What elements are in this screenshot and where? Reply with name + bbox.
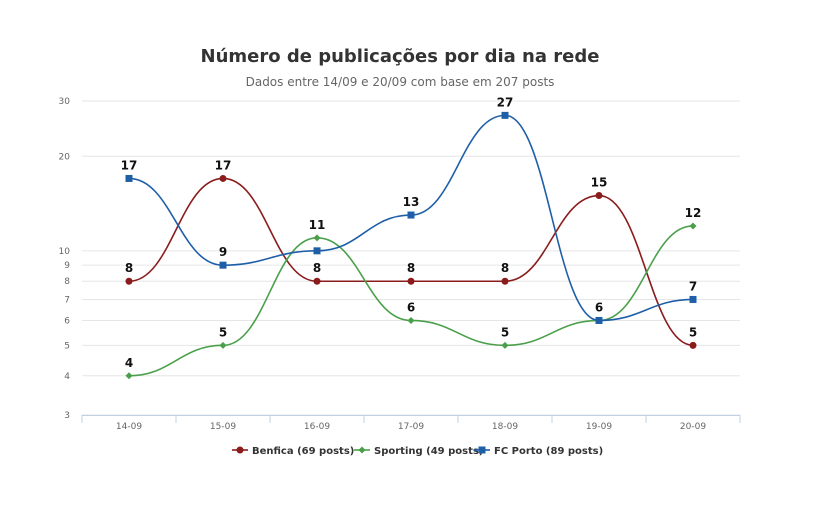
legend-marker (478, 446, 486, 454)
data-point-2 (407, 211, 415, 219)
y-tick-label: 7 (64, 295, 70, 305)
x-tick-label: 14-09 (116, 422, 142, 432)
data-label: 12 (685, 206, 702, 220)
data-point-1 (313, 234, 321, 242)
y-tick-label: 9 (64, 261, 70, 271)
data-point-2 (219, 261, 227, 269)
legend-item[interactable]: Sporting (49 posts) (354, 446, 483, 457)
data-label: 15 (591, 176, 608, 190)
data-point-1 (689, 222, 697, 230)
legend[interactable]: Benfica (69 posts) Sporting (49 posts) FC … (232, 446, 603, 457)
data-point-1 (501, 341, 509, 349)
data-point-2 (501, 111, 509, 119)
y-axis: 3 4 5 6 7 8 9 10 20 30 (59, 97, 71, 421)
data-point-2 (689, 295, 697, 303)
data-point-2 (125, 174, 133, 182)
data-label: 17 (215, 158, 232, 172)
y-tick-label: 30 (59, 97, 71, 107)
legend-marker (236, 446, 244, 454)
data-point-0 (501, 277, 509, 285)
data-label: 27 (497, 95, 514, 109)
data-labels: 17 8 4 17 9 5 11 8 13 8 6 27 8 5 15 6 12 7 5 (121, 95, 702, 369)
legend-label: Benfica (69 posts) (252, 446, 354, 457)
data-label: 7 (689, 279, 697, 293)
data-label: 5 (689, 325, 697, 339)
data-label: 8 (313, 261, 321, 275)
data-point-1 (125, 372, 133, 380)
x-tick-label: 16-09 (304, 422, 330, 432)
data-label: 6 (407, 300, 415, 314)
data-label: 17 (121, 158, 138, 172)
legend-item[interactable]: Benfica (69 posts) (232, 446, 354, 457)
x-tick-label: 18-09 (492, 422, 518, 432)
y-tick-label: 6 (64, 316, 70, 326)
x-tick-label: 20-09 (680, 422, 706, 432)
data-label: 13 (403, 195, 420, 209)
data-label: 5 (501, 325, 509, 339)
x-tick-label: 15-09 (210, 422, 236, 432)
data-point-0 (219, 174, 227, 182)
data-point-0 (595, 192, 603, 200)
data-point-1 (407, 316, 415, 324)
y-tick-label: 20 (59, 152, 71, 162)
chart-title: Número de publicações por dia na rede (201, 46, 600, 67)
data-label: 6 (595, 300, 603, 314)
data-label: 4 (125, 356, 133, 370)
x-axis: 14-09 15-09 16-09 17-09 18-09 19-09 20-09 (81, 415, 741, 432)
data-point-2 (313, 247, 321, 255)
data-label: 8 (407, 261, 415, 275)
data-point-0 (689, 341, 697, 349)
data-point-0 (313, 277, 321, 285)
legend-label: FC Porto (89 posts) (494, 446, 603, 457)
data-point-0 (407, 277, 415, 285)
y-tick-label: 4 (64, 372, 70, 382)
data-point-1 (219, 341, 227, 349)
x-tick-label: 19-09 (586, 422, 612, 432)
y-tick-label: 10 (59, 247, 71, 257)
data-label: 8 (501, 261, 509, 275)
y-tick-label: 3 (64, 411, 70, 421)
legend-marker (358, 446, 366, 454)
legend-item[interactable]: FC Porto (89 posts) (474, 446, 603, 457)
data-label: 5 (219, 325, 227, 339)
data-label: 11 (309, 218, 326, 232)
data-label: 8 (125, 261, 133, 275)
series-group (125, 111, 697, 380)
legend-label: Sporting (49 posts) (374, 446, 483, 457)
y-tick-label: 8 (64, 277, 70, 287)
y-tick-label: 5 (64, 341, 70, 351)
data-point-0 (125, 277, 133, 285)
data-point-2 (595, 316, 603, 324)
data-label: 9 (219, 245, 227, 259)
chart-subtitle: Dados entre 14/09 e 20/09 com base em 20… (246, 75, 555, 89)
x-tick-label: 17-09 (398, 422, 424, 432)
